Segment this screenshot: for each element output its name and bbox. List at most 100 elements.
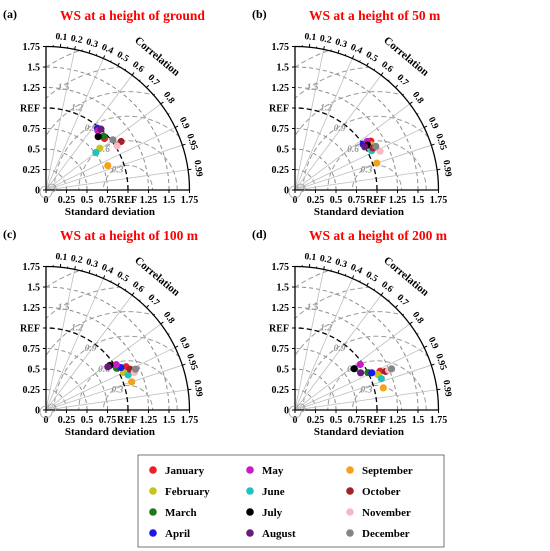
corr-tick-label: 0.5 xyxy=(364,50,380,65)
taylor-panel: (a) WS at a height of ground0.30.60.91.21… xyxy=(3,7,205,218)
corr-spoke xyxy=(46,103,162,190)
origin-mark xyxy=(288,183,306,199)
x-tick-label: REF xyxy=(366,195,386,206)
data-point xyxy=(357,369,365,377)
rms-label: 1.2 xyxy=(320,324,332,334)
corr-tick-mark xyxy=(366,62,369,66)
y-tick-label: REF xyxy=(20,104,40,115)
x-axis-label: Standard deviation xyxy=(65,206,155,218)
corr-tick-label: 0.1 xyxy=(55,32,68,43)
data-point xyxy=(379,384,387,392)
rms-label: 1.5 xyxy=(58,83,70,93)
corr-tick-mark xyxy=(102,55,106,59)
panel-title: WS at a height of 200 m xyxy=(309,228,448,243)
month-legend: January February March April May June July Augu… xyxy=(137,454,445,548)
corr-minor-tick xyxy=(387,299,390,302)
legend-label: November xyxy=(362,507,411,519)
corr-tick-label: 0.8 xyxy=(410,90,425,106)
corr-tick-label: 0.2 xyxy=(70,34,84,46)
corr-minor-tick xyxy=(138,299,141,302)
x-tick-label: REF xyxy=(117,195,137,206)
y-tick-label: 1.5 xyxy=(28,283,41,294)
rms-label: 0.3 xyxy=(361,385,373,395)
data-point xyxy=(104,363,112,371)
rms-label: 1.2 xyxy=(71,324,83,334)
y-tick-label: REF xyxy=(20,324,40,335)
x-tick-label: 0.75 xyxy=(99,415,117,426)
corr-tick-mark xyxy=(102,275,106,279)
corr-spoke xyxy=(46,144,183,190)
corr-tick-label: 0.4 xyxy=(100,263,115,277)
rms-label: 0.6 xyxy=(347,145,359,155)
y-tick-label: 0.5 xyxy=(277,365,290,376)
x-axis-label: Standard deviation xyxy=(314,426,404,438)
corr-tick-label: 0.6 xyxy=(379,60,395,75)
corr-spoke xyxy=(295,58,353,190)
x-tick-label: 0.75 xyxy=(99,195,117,206)
corr-spoke xyxy=(46,389,189,410)
y-tick-label: 1.25 xyxy=(272,303,290,314)
corr-tick-mark xyxy=(351,275,355,279)
panel-label: (c) xyxy=(3,227,16,241)
panel-label: (d) xyxy=(252,227,267,241)
legend-label: April xyxy=(165,528,190,540)
y-tick-label: 1.75 xyxy=(272,42,290,53)
corr-minor-tick xyxy=(167,113,170,115)
rms-label: 1.5 xyxy=(307,83,319,93)
rms-label: 1.5 xyxy=(58,303,70,313)
corr-spoke xyxy=(295,169,438,190)
corr-spoke xyxy=(46,58,104,190)
corr-tick-label: 0.4 xyxy=(349,263,364,277)
corr-tick-mark xyxy=(160,101,164,105)
corr-minor-tick xyxy=(402,93,405,96)
std-arc xyxy=(295,307,398,410)
corr-tick-label: 0.8 xyxy=(161,310,176,326)
corr-minor-tick xyxy=(110,280,112,283)
data-point xyxy=(376,147,384,155)
y-tick-label: 0.25 xyxy=(23,385,41,396)
y-tick-label: 0.25 xyxy=(23,165,41,176)
outer-arc xyxy=(45,45,191,191)
data-point xyxy=(92,149,100,157)
origin-mark xyxy=(39,403,57,419)
corr-tick-label: 0.5 xyxy=(115,50,131,65)
corr-minor-tick xyxy=(182,364,185,366)
x-tick-label: 0.75 xyxy=(348,195,366,206)
data-point xyxy=(350,365,358,373)
corr-tick-label: 0.3 xyxy=(85,257,100,270)
corr-tick-label: 0.6 xyxy=(130,60,146,75)
legend-marker xyxy=(149,508,157,516)
corr-tick-label: 0.6 xyxy=(379,280,395,295)
corr-tick-label: 0.3 xyxy=(85,37,100,50)
corr-tick-label: 0.95 xyxy=(184,353,199,372)
std-arc xyxy=(295,148,337,190)
y-tick-label: 0 xyxy=(284,186,289,197)
panel-title: WS at a height of ground xyxy=(60,8,205,23)
legend-marker xyxy=(346,508,354,516)
corr-minor-tick xyxy=(95,53,98,56)
std-arc xyxy=(46,128,108,190)
corr-spoke xyxy=(46,74,133,190)
corr-tick-mark xyxy=(88,269,91,274)
x-tick-label: 1.25 xyxy=(140,415,158,426)
x-tick-label: 0.25 xyxy=(307,415,325,426)
ref-arc xyxy=(295,327,378,410)
legend-marker xyxy=(246,466,254,474)
corr-tick-label: 0.3 xyxy=(334,37,349,50)
corr-minor-tick xyxy=(95,273,98,276)
corr-tick-label: 0.2 xyxy=(319,34,333,46)
data-point xyxy=(99,132,108,140)
rms-label: 0.6 xyxy=(98,365,110,375)
data-point xyxy=(104,161,112,170)
legend-marker xyxy=(149,487,157,495)
corr-tick-label: 0.9 xyxy=(177,336,191,351)
data-point xyxy=(377,375,385,383)
x-tick-label: 1.75 xyxy=(181,195,199,206)
data-point xyxy=(94,133,102,141)
legend-label: September xyxy=(362,465,413,477)
data-point xyxy=(131,365,140,373)
y-tick-label: 0 xyxy=(284,406,289,417)
x-tick-label: 1.5 xyxy=(163,415,176,426)
corr-spoke xyxy=(46,269,76,410)
